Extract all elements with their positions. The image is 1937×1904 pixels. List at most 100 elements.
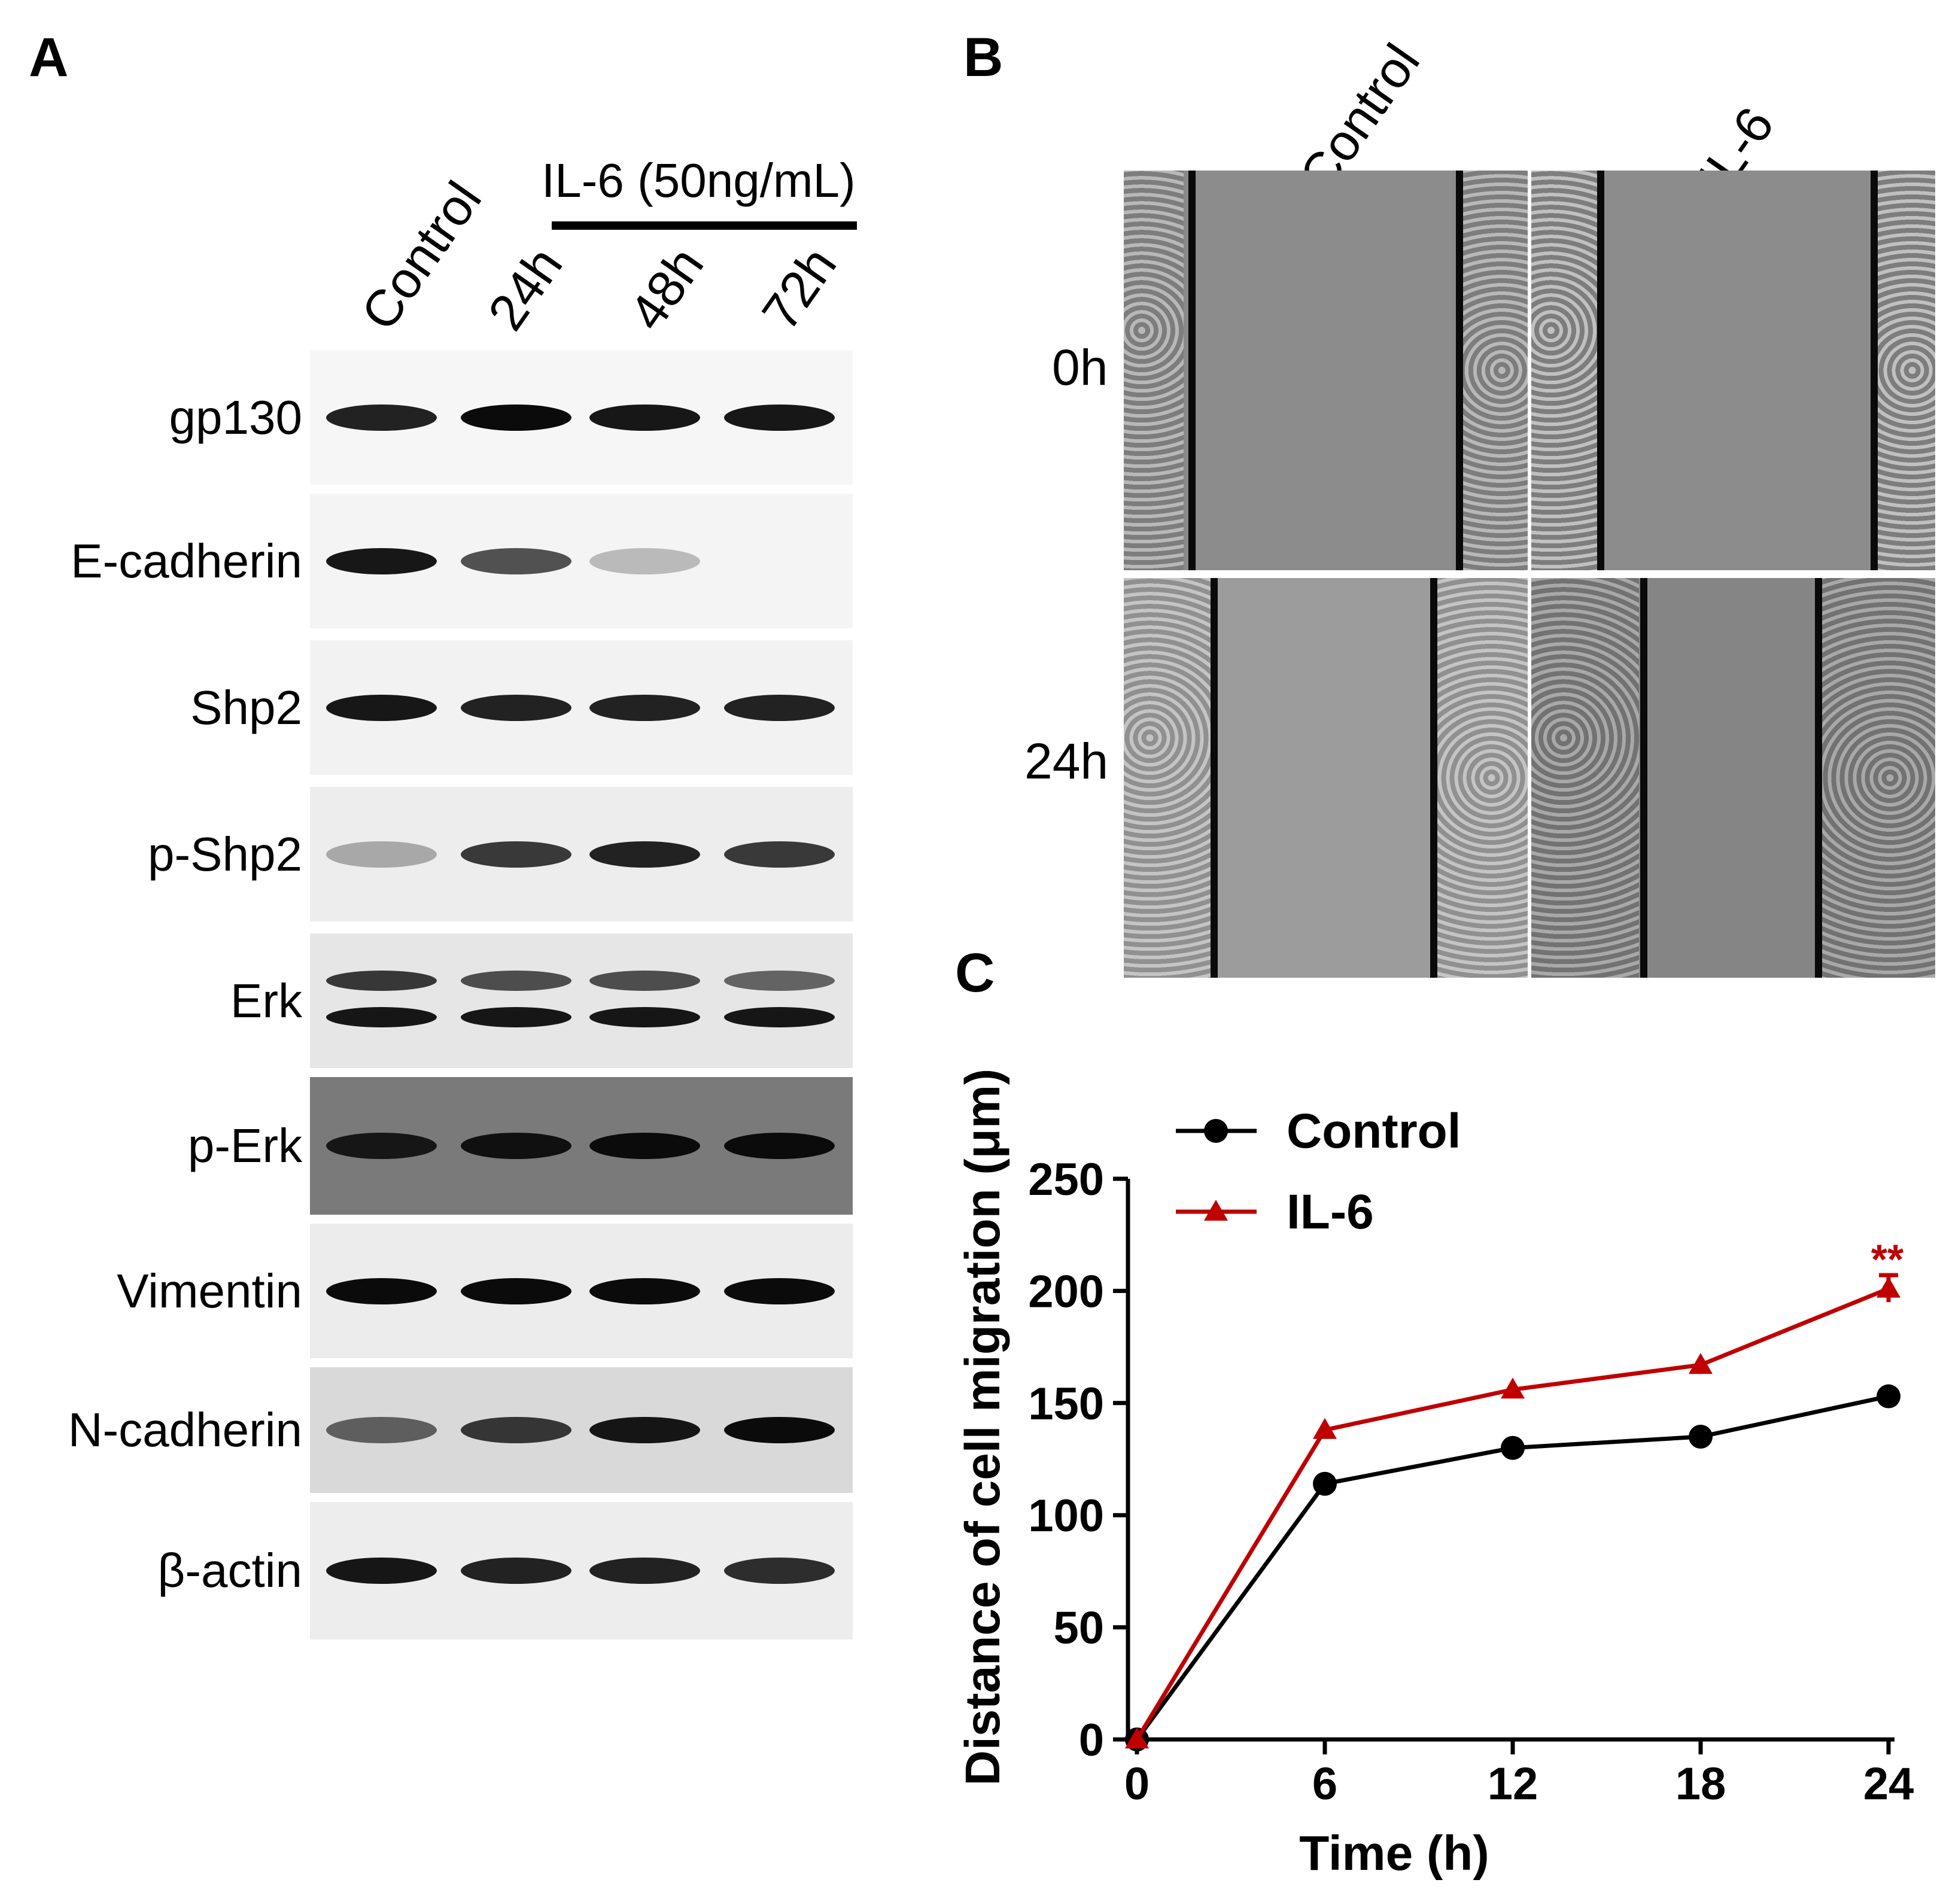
blot-band xyxy=(461,1417,571,1443)
blot-band xyxy=(461,1006,571,1027)
lane-label-24h: 24h xyxy=(477,237,574,340)
blot-band xyxy=(326,1558,437,1584)
micrograph-control-24h xyxy=(1124,578,1528,978)
blot-label: p-Erk xyxy=(187,1119,302,1172)
blot-band xyxy=(461,841,571,868)
blot-label: N-cadherin xyxy=(68,1403,302,1456)
blot-strip xyxy=(310,787,853,921)
micrograph-control-0h xyxy=(1124,171,1528,570)
data-point xyxy=(1125,1727,1149,1748)
blot-band xyxy=(326,1278,437,1304)
blot-band xyxy=(589,1558,700,1584)
panel-c-letter: C xyxy=(955,942,995,1003)
x-tick-label: 6 xyxy=(1312,1759,1337,1809)
blot-band xyxy=(326,970,437,991)
data-point xyxy=(1689,1353,1713,1374)
blot-band xyxy=(589,1278,700,1304)
blot-band xyxy=(326,841,437,868)
blot-band xyxy=(326,1133,437,1159)
blot-strip xyxy=(310,350,853,485)
legend-marker xyxy=(1204,1119,1228,1143)
blot-band xyxy=(589,404,700,431)
blot-band xyxy=(461,694,571,721)
row-label-24h: 24h xyxy=(1024,733,1109,789)
x-tick-label: 18 xyxy=(1676,1759,1726,1809)
chart-axes: 0 6 12 18 24 0 50 100 150 200 250 xyxy=(1028,1154,1914,1809)
treatment-label: IL-6 (50ng/mL) xyxy=(542,154,856,207)
blot-label: Erk xyxy=(230,974,302,1027)
y-tick-label: 100 xyxy=(1028,1491,1104,1541)
blot-band xyxy=(461,970,571,991)
y-tick-label: 50 xyxy=(1053,1603,1104,1654)
x-tick-label: 24 xyxy=(1863,1759,1914,1809)
blot-band xyxy=(326,404,437,431)
series-line xyxy=(1135,1286,1890,1741)
lane-label-control: Control xyxy=(350,171,493,340)
panel-b-letter: B xyxy=(963,27,1004,88)
blot-strip xyxy=(310,1502,853,1640)
chart-legend: Control IL-6 xyxy=(1176,1104,1461,1239)
blot-band xyxy=(724,1558,835,1584)
blot-strip xyxy=(310,1367,853,1493)
blot-band xyxy=(461,404,571,431)
blot-strip xyxy=(310,1224,853,1358)
blot-band xyxy=(589,1133,700,1159)
migration-chart: 0 6 12 18 24 0 50 100 150 200 250 ** Control IL-6 T… xyxy=(956,1069,1914,1881)
blot-band xyxy=(461,1278,571,1304)
y-tick-label: 150 xyxy=(1028,1379,1104,1429)
blot-band xyxy=(724,841,835,868)
blot-band xyxy=(589,841,700,868)
legend-marker xyxy=(1204,1200,1228,1221)
blot-strip xyxy=(310,933,853,1068)
panel-a-letter: A xyxy=(29,27,69,88)
micrograph-il6-0h xyxy=(1531,171,1935,570)
blot-label: Vimentin xyxy=(117,1264,302,1318)
blot-label: gp130 xyxy=(169,390,302,444)
y-tick-label: 200 xyxy=(1028,1266,1104,1317)
blot-band xyxy=(724,1417,835,1443)
data-point xyxy=(1501,1435,1525,1460)
treatment-bracket-line xyxy=(552,221,857,230)
blot-label: Shp2 xyxy=(190,680,302,734)
blot-band xyxy=(326,1417,437,1443)
blot-band xyxy=(326,548,437,574)
blot-band xyxy=(461,1133,571,1159)
blot-band xyxy=(724,970,835,991)
row-label-0h: 0h xyxy=(1052,339,1108,396)
blot-band xyxy=(724,1133,835,1159)
blot-band xyxy=(326,1006,437,1027)
significance-annotation: ** xyxy=(1871,1236,1904,1283)
blot-band xyxy=(589,548,700,574)
blot-band xyxy=(724,404,835,431)
blot-band xyxy=(461,1558,571,1584)
blot-band xyxy=(724,1006,835,1027)
data-point xyxy=(1501,1377,1525,1399)
y-tick-label: 0 xyxy=(1079,1715,1104,1766)
blot-band xyxy=(724,694,835,721)
legend-label: IL-6 xyxy=(1287,1185,1374,1239)
data-point xyxy=(1689,1425,1713,1449)
blot-band xyxy=(589,1006,700,1027)
data-point xyxy=(1877,1384,1900,1409)
chart-series: ** xyxy=(1125,1236,1904,1751)
data-point xyxy=(1313,1471,1337,1496)
x-tick-label: 0 xyxy=(1124,1759,1150,1809)
blot-band xyxy=(589,970,700,991)
blot-band xyxy=(589,1417,700,1443)
blot-band xyxy=(326,694,437,721)
data-point xyxy=(1313,1418,1337,1439)
micrograph-il6-24h xyxy=(1531,578,1935,978)
x-tick-label: 12 xyxy=(1488,1759,1538,1809)
blot-band xyxy=(589,694,700,721)
blot-strip xyxy=(310,1077,853,1215)
blot-label: E-cadherin xyxy=(71,534,302,588)
blot-strip xyxy=(310,494,853,628)
legend-label: Control xyxy=(1287,1104,1461,1158)
y-tick-label: 250 xyxy=(1028,1154,1104,1205)
blot-band xyxy=(724,1278,835,1304)
blot-label: β-actin xyxy=(157,1544,302,1597)
lane-label-48h: 48h xyxy=(618,237,715,340)
blot-label: p-Shp2 xyxy=(148,827,302,881)
blot-band xyxy=(461,548,571,574)
